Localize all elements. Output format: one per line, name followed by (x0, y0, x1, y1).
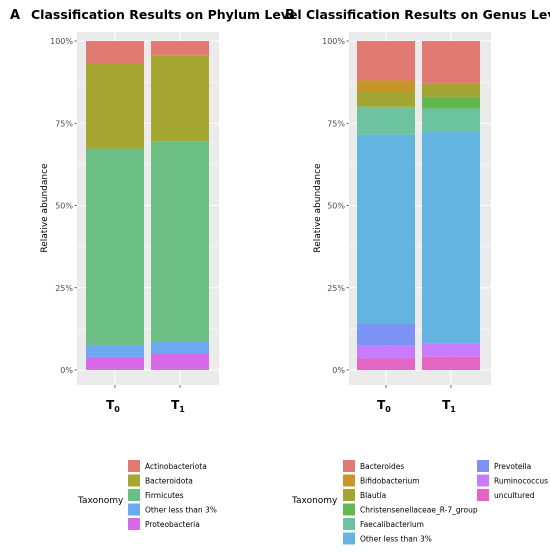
panel-b-x-categories: T0 T1 (377, 385, 456, 414)
panel-b-title: Classification Results on Genus Level (306, 7, 550, 22)
bar-segment (422, 83, 480, 97)
bar-segment (357, 345, 415, 359)
legend-swatch (128, 518, 140, 530)
x-tick-label: T0 (106, 398, 120, 414)
y-tick-label: 0% (332, 366, 345, 375)
legend-swatch (128, 460, 140, 472)
legend-entry: uncultured (494, 491, 535, 500)
bar-segment (357, 323, 415, 346)
legend-swatch (477, 474, 489, 487)
legend-entry: Blautia (360, 491, 386, 500)
legend-entry: Faecalibacterium (360, 520, 424, 529)
panel-a-title: Classification Results on Phylum Level (31, 7, 302, 22)
legend-entry: Bacteroides (360, 462, 404, 471)
bar-segment (422, 343, 480, 357)
legend-swatch (128, 503, 140, 516)
legend-entry: Prevotella (494, 462, 531, 471)
x-tick-label: T1 (442, 398, 456, 414)
legend-entry: Other less than 3% (145, 506, 217, 515)
legend-entry: Bacteroidota (145, 477, 193, 486)
y-tick-label: 0% (60, 366, 73, 375)
y-tick-label: 75% (327, 119, 345, 128)
legend-swatch (343, 503, 355, 516)
legend-swatch (343, 518, 355, 530)
panel-a-legend: Taxonomy Actinobacteriota Bacteroidota Firm… (77, 460, 217, 530)
bar-segment (86, 63, 144, 149)
y-tick-label: 25% (327, 284, 345, 293)
legend-entry: Actinobacteriota (145, 462, 207, 471)
bar-segment (151, 353, 209, 370)
panel-a-bars (86, 41, 209, 370)
y-tick-label: 25% (55, 284, 73, 293)
legend-swatch (343, 532, 355, 545)
bar-segment (357, 106, 415, 135)
x-tick-label: T1 (171, 398, 185, 414)
legend-swatch (128, 474, 140, 487)
y-tick-label: 100% (322, 37, 345, 46)
legend-swatch (128, 489, 140, 501)
bar-segment (357, 134, 415, 324)
y-tick-label: 50% (327, 202, 345, 211)
legend-swatch (343, 474, 355, 487)
panel-b-letter: B (285, 8, 295, 23)
legend-title: Taxonomy (77, 496, 124, 506)
panel-a: A Classification Results on Phylum Level… (10, 7, 302, 530)
y-tick-label: 75% (55, 119, 73, 128)
panel-b-legend: Taxonomy Bacteroides Bifidobacterium Blauti… (291, 460, 548, 545)
legend-entry: Firmicutes (145, 491, 184, 500)
legend-entry: Proteobacteria (145, 520, 200, 529)
bar-segment (357, 80, 415, 92)
bar-segment (86, 148, 144, 346)
legend-swatch (477, 460, 489, 472)
y-tick-label: 100% (50, 37, 73, 46)
legend-title: Taxonomy (291, 496, 338, 506)
bar-segment (422, 41, 480, 84)
bar-segment (357, 91, 415, 107)
bar-segment (422, 96, 480, 109)
panel-a-x-categories: T0 T1 (106, 385, 185, 414)
bar-segment (151, 141, 209, 343)
legend-swatch (343, 460, 355, 472)
bar-segment (422, 356, 480, 370)
panel-a-letter: A (10, 8, 20, 23)
y-tick-label: 50% (55, 202, 73, 211)
panel-b: B Classification Results on Genus Level … (285, 7, 550, 545)
bar-segment (151, 55, 209, 142)
bar-segment (357, 41, 415, 81)
bar-segment (86, 41, 144, 64)
bar-segment (422, 108, 480, 132)
panel-a-y-axis-label: Relative abundance (40, 163, 50, 253)
legend-entry: Christensenellaceae_R-7_group (360, 506, 478, 515)
legend-swatch (343, 489, 355, 501)
panel-a-y-ticks: 0% 25% 50% 75% 100% (50, 37, 77, 375)
legend-entry: Other less than 3% (360, 535, 432, 544)
panel-b-y-axis-label: Relative abundance (313, 163, 323, 253)
bar-segment (422, 131, 480, 344)
panel-b-y-ticks: 0% 25% 50% 75% 100% (322, 37, 349, 375)
bar-segment (151, 342, 209, 354)
legend-swatch (477, 489, 489, 501)
x-tick-label: T0 (377, 398, 391, 414)
bar-segment (86, 345, 144, 357)
bar-segment (86, 356, 144, 370)
bar-segment (357, 358, 415, 370)
legend-entry: Bifidobacterium (360, 477, 420, 486)
panel-b-bars (357, 41, 480, 370)
legend-entry: Ruminococcus (494, 477, 548, 486)
bar-segment (151, 41, 209, 56)
